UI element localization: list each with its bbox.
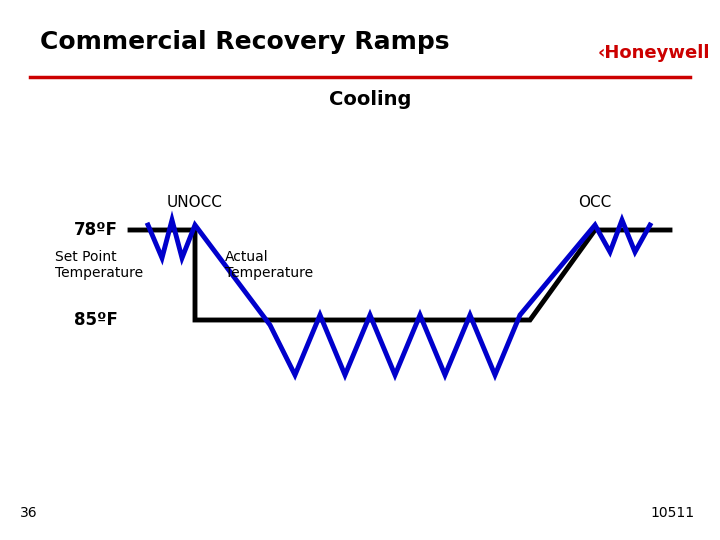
Text: ‹Honeywell: ‹Honeywell: [598, 44, 711, 62]
Text: Actual
Temperature: Actual Temperature: [225, 250, 313, 280]
Text: Commercial Recovery Ramps: Commercial Recovery Ramps: [40, 30, 449, 54]
Text: Set Point
Temperature: Set Point Temperature: [55, 250, 143, 280]
Text: 78ºF: 78ºF: [74, 221, 118, 239]
Text: UNOCC: UNOCC: [167, 195, 223, 210]
Text: 10511: 10511: [651, 506, 695, 520]
Text: 36: 36: [20, 506, 37, 520]
Text: 85ºF: 85ºF: [74, 311, 118, 329]
Text: Cooling: Cooling: [329, 90, 411, 109]
Text: OCC: OCC: [578, 195, 611, 210]
